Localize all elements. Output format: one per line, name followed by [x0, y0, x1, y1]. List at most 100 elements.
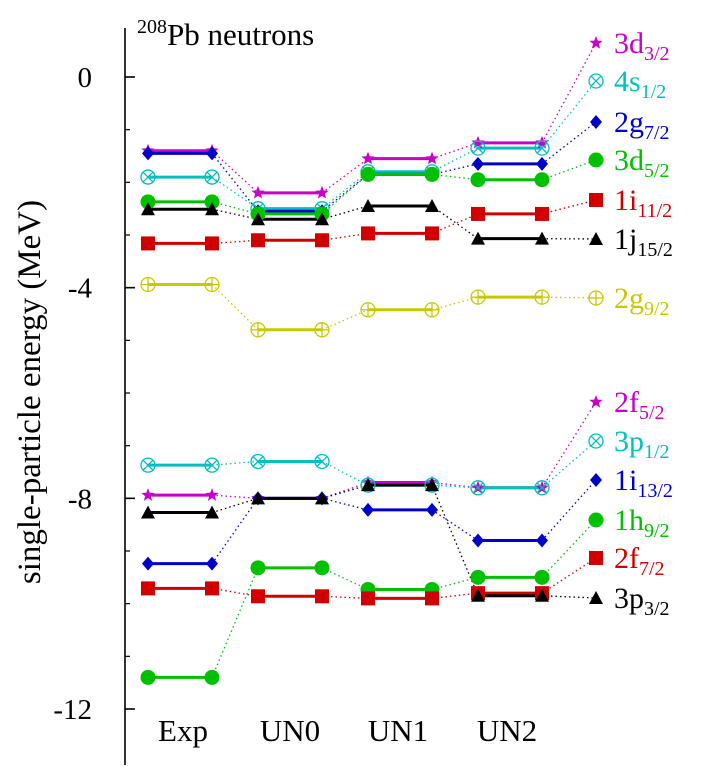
marker-shape	[315, 212, 329, 226]
level-connector	[431, 205, 479, 240]
marker-star	[589, 36, 603, 49]
marker-shape	[140, 169, 156, 185]
marker-shape	[142, 459, 154, 471]
marker-shape	[470, 569, 486, 585]
marker-shape	[472, 142, 484, 154]
marker-circle	[140, 669, 156, 685]
legend-orbital: 1i	[614, 184, 637, 217]
legend-connector	[541, 296, 597, 299]
marker-circle-plus	[250, 322, 266, 338]
marker-shape	[141, 505, 155, 519]
marker-diamond	[590, 473, 602, 487]
marker-diamond	[472, 533, 484, 548]
marker-shape	[205, 581, 219, 596]
marker-square	[141, 581, 155, 596]
legend: 3d3/24s1/22g7/23d5/21i11/21j15/22g9/22f5…	[588, 27, 673, 620]
marker-circle-plus	[534, 289, 550, 305]
marker-triangle	[471, 588, 485, 602]
marker-shape	[250, 560, 266, 576]
marker-circle-x	[204, 457, 220, 473]
marker-shape	[206, 459, 218, 471]
level-connector	[431, 576, 479, 591]
marker-circle-x	[250, 453, 266, 470]
marker-shape	[315, 185, 329, 199]
marker-star	[315, 185, 329, 199]
marker-shape	[588, 152, 604, 168]
marker-square	[315, 589, 329, 604]
legend-connector	[541, 479, 597, 541]
marker-circle	[250, 560, 266, 576]
marker-shape	[250, 453, 266, 470]
marker-star	[471, 135, 485, 149]
marker-diamond	[472, 156, 484, 171]
marker-shape	[205, 488, 219, 501]
legend-connector	[541, 557, 597, 594]
marker-shape	[204, 169, 220, 185]
marker-shape	[206, 146, 218, 161]
legend-orbital: 3d	[614, 27, 644, 60]
marker-circle-x	[314, 453, 330, 470]
marker-triangle	[251, 212, 265, 226]
marker-shape	[361, 199, 375, 213]
marker-shape	[315, 491, 329, 505]
marker-square	[141, 236, 155, 251]
marker-shape	[142, 146, 154, 161]
marker-shape	[588, 73, 604, 89]
marker-square	[471, 206, 485, 221]
marker-square	[425, 591, 439, 606]
y-tick-label: -12	[53, 694, 92, 726]
marker-shape	[534, 140, 550, 156]
marker-circle	[588, 152, 604, 168]
marker-shape	[535, 206, 549, 221]
level-connector	[431, 142, 479, 160]
marker-shape	[360, 166, 376, 182]
marker-shape	[315, 233, 329, 248]
legend-connector	[541, 80, 597, 149]
legend-orbital: 3p	[614, 425, 644, 458]
marker-circle-x	[534, 140, 550, 156]
marker-star	[361, 151, 375, 165]
marker-circle-x	[588, 73, 604, 89]
marker-shape	[141, 488, 155, 501]
marker-shape	[204, 194, 220, 210]
legend-orbital: 3p	[614, 582, 644, 615]
level-connector	[321, 205, 369, 220]
marker-shape	[251, 233, 265, 248]
level-connector	[321, 232, 369, 241]
marker-square	[251, 589, 265, 604]
marker-square	[535, 206, 549, 221]
y-axis	[124, 28, 135, 765]
marker-shape	[206, 171, 218, 183]
marker-shape	[590, 115, 602, 129]
y-axis-label: single-particle energy (MeV)	[12, 200, 48, 584]
marker-shape	[206, 556, 218, 571]
chart-title: 208Pb neutrons	[137, 16, 314, 52]
marker-shape	[141, 581, 155, 596]
marker-shape	[205, 202, 219, 216]
legend-orbital: 1j	[614, 223, 637, 256]
x-categories: Exp UN0 UN1 UN2	[158, 713, 537, 748]
marker-shape	[140, 457, 156, 473]
marker-shape	[142, 171, 154, 183]
legend-orbital: 2g	[614, 106, 644, 139]
marker-shape	[588, 512, 604, 528]
legend-label: 3d3/2	[614, 27, 670, 65]
marker-shape	[141, 236, 155, 251]
marker-circle-x	[470, 480, 486, 496]
marker-shape	[470, 172, 486, 188]
marker-shape	[535, 135, 549, 149]
marker-square	[251, 233, 265, 248]
marker-shape	[589, 395, 603, 408]
marker-shape	[535, 231, 549, 245]
legend-subscript: 3/2	[644, 598, 670, 620]
legend-label: 2g7/2	[614, 106, 670, 144]
category-label: UN1	[368, 713, 428, 748]
marker-diamond	[536, 533, 548, 548]
marker-circle	[204, 194, 220, 210]
level-connector	[211, 176, 259, 210]
marker-shape	[471, 206, 485, 221]
level-connector	[431, 173, 479, 181]
legend-subscript: 3/2	[644, 43, 670, 65]
y-tick-labels: 0 -4 -8 -12	[53, 62, 92, 726]
